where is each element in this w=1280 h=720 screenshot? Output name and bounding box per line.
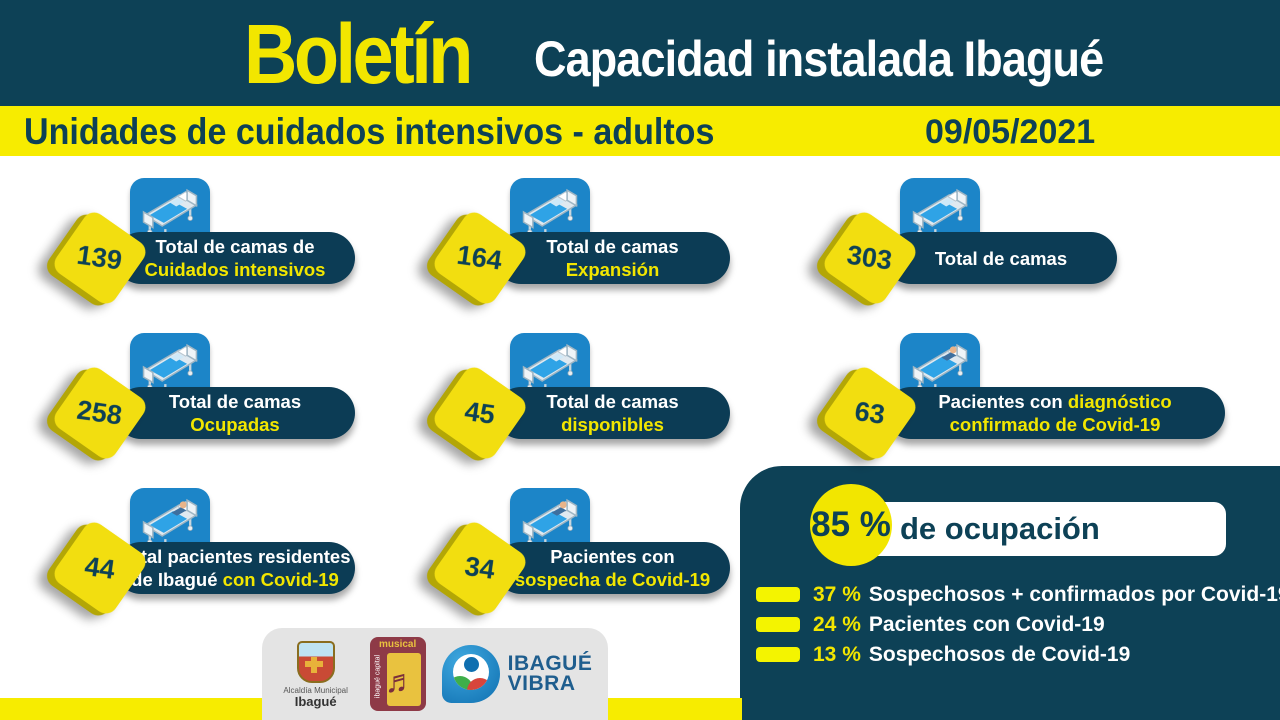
header-banner: Boletín Capacidad instalada Ibagué xyxy=(0,0,1280,106)
stat-label: Total de camas Expansión xyxy=(495,232,730,284)
stat-card-residentes-covid: Total pacientes residentes de Ibagué con… xyxy=(49,488,355,619)
stat-label-line1: Total de camas de xyxy=(155,235,314,258)
alcaldia-name: Ibagué xyxy=(294,693,337,709)
stat-text-yellow: Ocupadas xyxy=(190,414,280,435)
legend-label: Sospechosos + confirmados por Covid-19 xyxy=(868,582,1280,606)
vibra-red-hill xyxy=(466,678,489,690)
legend-label: Sospechosos de Covid-19 xyxy=(868,642,1131,666)
legend-row: 24 % Pacientes con Covid-19 xyxy=(756,612,1280,637)
stat-label: Pacientes con diagnóstico confirmado de … xyxy=(885,387,1225,439)
stat-label: Total de camas xyxy=(885,232,1117,284)
stat-text-yellow: diagnóstico xyxy=(1067,391,1172,412)
treble-clef-icon: ♬ xyxy=(384,663,417,699)
stat-text-white: Total de camas xyxy=(934,247,1068,269)
vibra-wordmark: IBAGUÉ VIBRA xyxy=(507,652,593,695)
musical-logo-text: musical xyxy=(379,639,417,650)
legend-row: 37 % Sospechosos + confirmados por Covid… xyxy=(756,582,1280,607)
stat-number: 139 xyxy=(75,239,125,276)
occupancy-percentage-badge: 85 % xyxy=(810,484,892,566)
stat-text-yellow: confirmado de Covid-19 xyxy=(949,414,1161,435)
stat-number: 34 xyxy=(463,550,498,585)
stat-text-white: Total pacientes residentes xyxy=(119,546,351,567)
header-title: Capacidad instalada Ibagué xyxy=(534,31,1104,87)
stat-label-line2: Cuidados intensivos xyxy=(145,258,326,281)
stat-text-white: Pacientes con xyxy=(938,391,1068,412)
vibra-dot xyxy=(463,657,479,672)
stat-label: Total de camas de Cuidados intensivos xyxy=(115,232,355,284)
occupancy-panel: de ocupación 85 % 37 % Sospechosos + con… xyxy=(740,466,1280,720)
stat-card-total-camas-uci: Total de camas de Cuidados intensivos 13… xyxy=(49,178,355,309)
stat-label-line1: Total de camas xyxy=(935,247,1067,270)
alcaldia-caption: Alcaldía Municipal xyxy=(283,685,348,695)
occupancy-label: de ocupación xyxy=(900,511,1100,546)
stat-label-line2: disponibles xyxy=(561,413,664,436)
stat-text-white: Total de camas xyxy=(168,391,302,412)
vibra-pin-icon xyxy=(441,645,500,703)
alcaldia-shield-icon xyxy=(296,640,335,683)
stat-number: 44 xyxy=(83,550,118,585)
vibra-line1: IBAGUÉ xyxy=(507,652,593,675)
stat-label-line2: confirmado de Covid-19 xyxy=(950,413,1161,436)
stat-text-yellow: disponibles xyxy=(561,414,664,435)
stat-label-line1: Total de camas xyxy=(546,235,678,258)
ibague-capital-musical-logo: musical ibagué capital ♬ xyxy=(369,637,426,711)
legend-bullet-icon xyxy=(756,587,800,602)
stat-label: Total de camas disponibles xyxy=(495,387,730,439)
stat-text-yellow: Cuidados intensivos xyxy=(144,259,326,280)
stat-text-white: Total de camas xyxy=(546,391,679,412)
legend-percentage: 37 % xyxy=(813,582,861,606)
stat-label-line1: Total de camas xyxy=(546,390,678,413)
stat-card-camas-disponibles: Total de camas disponibles 45 xyxy=(429,333,730,464)
stat-label-line2: Ocupadas xyxy=(190,413,279,436)
stat-number: 164 xyxy=(455,239,505,276)
stat-card-camas-expansion: Total de camas Expansión 164 xyxy=(429,178,730,309)
stat-number: 63 xyxy=(853,395,888,430)
stat-label-line1: Pacientes con diagnóstico xyxy=(938,390,1171,413)
stat-text-white: de Ibagué xyxy=(131,569,223,590)
stat-number: 258 xyxy=(75,394,125,431)
legend-row: 13 % Sospechosos de Covid-19 xyxy=(756,642,1280,667)
legend-percentage: 13 % xyxy=(813,642,861,666)
stat-label: Pacientes con sospecha de Covid-19 xyxy=(495,542,730,594)
stat-label: Total de camas Ocupadas xyxy=(115,387,355,439)
stat-card-confirmados-covid: Pacientes con diagnóstico confirmado de … xyxy=(819,333,1225,464)
stat-text-white: Total de camas de xyxy=(155,236,315,257)
stat-label-line2: Expansión xyxy=(566,258,660,281)
vibra-pin-inner xyxy=(452,654,489,690)
stat-label-line1: Pacientes con xyxy=(550,545,674,568)
stat-number: 303 xyxy=(845,239,895,276)
stat-label-line2: de Ibagué con Covid-19 xyxy=(131,568,339,591)
legend-bullet-icon xyxy=(756,617,800,632)
stat-text-white: Pacientes con xyxy=(550,546,675,567)
stat-card-total-camas: Total de camas 303 xyxy=(819,178,1117,309)
section-title: Unidades de cuidados intensivos - adulto… xyxy=(24,111,715,152)
section-banner: Unidades de cuidados intensivos - adulto… xyxy=(0,106,1280,156)
stat-text-white: Total de camas xyxy=(546,236,679,257)
covid-legend: 37 % Sospechosos + confirmados por Covid… xyxy=(756,582,1280,667)
stat-label-line1: Total de camas xyxy=(169,390,301,413)
stat-card-sospecha-covid: Pacientes con sospecha de Covid-19 34 xyxy=(429,488,730,619)
stat-card-camas-ocupadas: Total de camas Ocupadas 258 xyxy=(49,333,355,464)
vibra-line2: VIBRA xyxy=(507,672,576,695)
occupancy-value: 85 % xyxy=(811,505,891,544)
stat-text-yellow: con Covid-19 xyxy=(222,569,339,590)
stat-text-yellow: sospecha de Covid-19 xyxy=(514,569,711,590)
alcaldia-ibague-logo: Alcaldía Municipal Ibagué xyxy=(278,640,354,709)
ibague-vibra-logo: IBAGUÉ VIBRA xyxy=(441,645,593,703)
musical-logo-side-text: ibagué capital xyxy=(374,654,382,699)
stat-label-line1: Total pacientes residentes xyxy=(120,545,351,568)
footer-logos: Alcaldía Municipal Ibagué musical ibagué… xyxy=(262,628,608,720)
musical-logo-panel xyxy=(386,653,421,706)
legend-label: Pacientes con Covid-19 xyxy=(868,612,1105,636)
stat-label-line2: sospecha de Covid-19 xyxy=(515,568,710,591)
legend-bullet-icon xyxy=(756,647,800,662)
stat-text-yellow: Expansión xyxy=(565,259,660,280)
legend-percentage: 24 % xyxy=(813,612,861,636)
stat-number: 45 xyxy=(463,395,498,430)
stat-label: Total pacientes residentes de Ibagué con… xyxy=(115,542,355,594)
report-date: 09/05/2021 xyxy=(925,113,1096,151)
bulletin-brand-title: Boletín xyxy=(244,7,473,101)
occupancy-label-bar: de ocupación xyxy=(848,502,1226,556)
